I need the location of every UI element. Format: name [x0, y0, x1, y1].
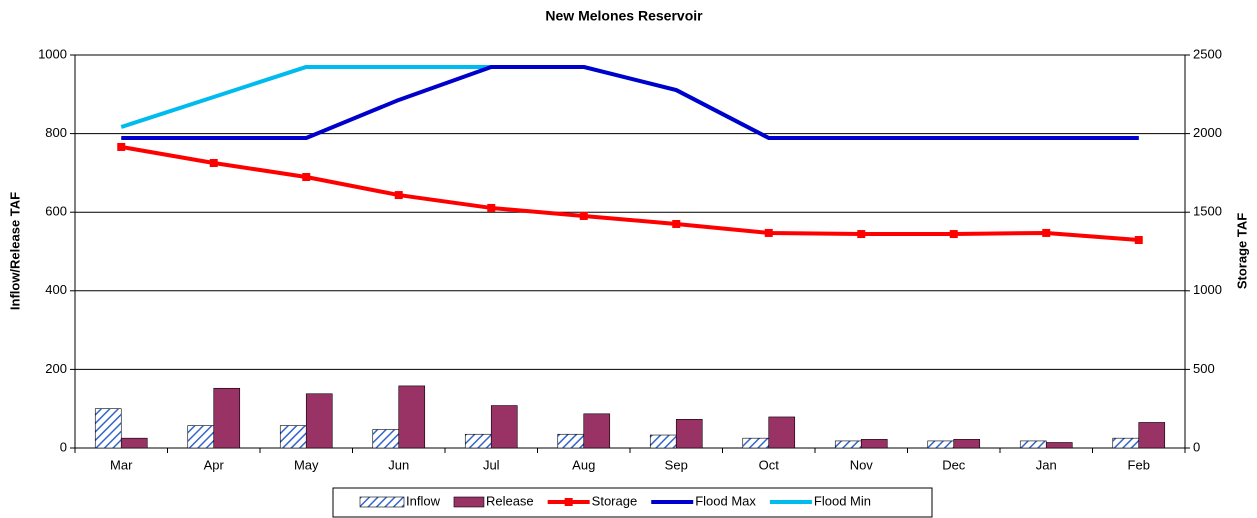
x-tick-label: May: [294, 457, 319, 472]
x-tick-label: Jun: [388, 457, 409, 472]
bar: [372, 429, 400, 449]
y-tick-label: 1000: [38, 46, 67, 61]
bar: [305, 393, 333, 449]
marker: [394, 191, 403, 200]
legend-label: Storage: [592, 493, 638, 508]
y2-tick-label: 2000: [1193, 125, 1222, 140]
marker: [949, 230, 958, 239]
line: [120, 144, 1139, 243]
bar: [94, 408, 122, 449]
bar: [557, 433, 585, 449]
y2-tick-label: 2500: [1193, 46, 1222, 61]
y2-tick-label: 1000: [1193, 282, 1222, 297]
marker: [117, 142, 126, 151]
marker: [579, 211, 588, 220]
x-tick-label: Dec: [942, 457, 966, 472]
marker: [672, 219, 681, 228]
x-tick-label: Aug: [572, 457, 595, 472]
bar: [464, 433, 492, 449]
legend-label: Release: [486, 493, 534, 508]
bar: [742, 437, 770, 449]
bar: [490, 405, 518, 449]
legend-label: Inflow: [406, 493, 441, 508]
y2-tick-label: 1500: [1193, 204, 1222, 219]
x-tick-label: Sep: [665, 457, 688, 472]
marker: [487, 203, 496, 212]
legend-swatch: [359, 496, 405, 508]
y-tick-label: 0: [60, 439, 67, 454]
x-tick-label: Nov: [850, 457, 874, 472]
bar: [398, 385, 426, 449]
bar: [1138, 422, 1166, 449]
legend-box: [332, 487, 933, 518]
bar: [1112, 437, 1140, 449]
bar: [213, 387, 241, 449]
y-tick-label: 200: [45, 361, 67, 376]
bar: [927, 440, 955, 449]
bar: [1019, 440, 1047, 449]
bar: [583, 413, 611, 449]
marker: [857, 230, 866, 239]
x-tick-label: Jul: [483, 457, 500, 472]
legend-marker: [564, 498, 573, 506]
bar: [860, 439, 888, 449]
y-axis-title: Inflow/Release TAF: [7, 192, 22, 310]
marker: [1042, 228, 1051, 237]
y-tick-label: 600: [45, 204, 67, 219]
bar: [279, 425, 307, 449]
x-tick-label: Jan: [1036, 457, 1057, 472]
bar: [187, 425, 215, 449]
x-tick-label: Apr: [204, 457, 225, 472]
bar: [953, 439, 981, 449]
legend-swatch: [453, 496, 485, 508]
marker: [1134, 236, 1143, 245]
y2-axis-title: Storage TAF: [1234, 213, 1249, 289]
y-tick-label: 800: [45, 125, 67, 140]
x-tick-label: Feb: [1128, 457, 1150, 472]
bar: [120, 437, 148, 449]
legend-label: Flood Max: [695, 493, 756, 508]
marker: [209, 158, 218, 167]
bar: [675, 419, 703, 449]
chart-title: New Melones Reservoir: [545, 8, 703, 24]
bar: [834, 440, 862, 449]
bar: [1045, 442, 1073, 449]
y2-tick-label: 0: [1193, 439, 1200, 454]
legend-label: Flood Min: [814, 493, 871, 508]
line: [121, 64, 1139, 141]
marker: [302, 172, 311, 181]
x-tick-label: Oct: [759, 457, 780, 472]
bar: [768, 416, 796, 449]
bar: [649, 434, 677, 449]
y-tick-label: 400: [45, 282, 67, 297]
marker: [764, 228, 773, 237]
x-tick-label: Mar: [110, 457, 133, 472]
y2-tick-label: 500: [1193, 361, 1215, 376]
